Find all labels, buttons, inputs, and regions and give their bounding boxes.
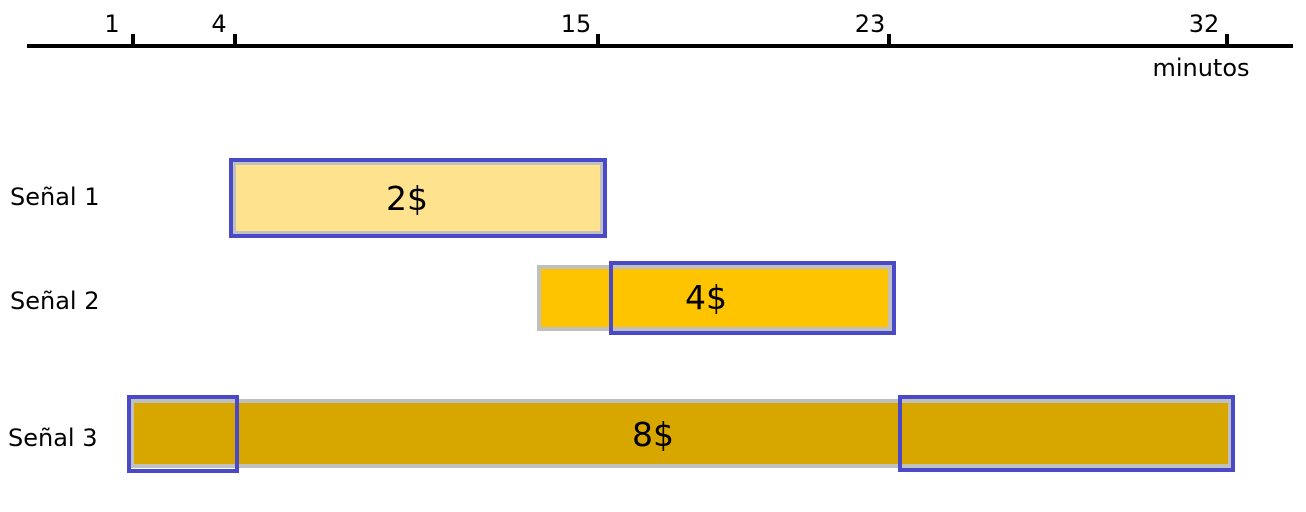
signal-1-bar [232,161,604,235]
tick-label-32: 32 [1189,10,1220,38]
tick-label-15: 15 [561,10,592,38]
signal-label-1: Señal 1 [10,183,99,211]
signal-1-price: 2$ [386,179,428,218]
tick-label-1: 1 [104,10,119,38]
signal-2-bar [537,265,892,331]
signal-2-active-window [609,261,896,335]
tick-label-4: 4 [211,10,226,38]
signal-3-active-window-end [898,395,1235,472]
signal-2-price: 4$ [685,278,727,317]
signal-1-active-window [229,158,607,238]
signal-label-2: Señal 2 [10,287,99,315]
time-axis: 1 4 15 23 32 minutos [27,10,1293,82]
axis-unit-label: minutos [1152,54,1249,82]
signal-row-2: Señal 2 4$ [10,261,896,335]
signal-3-price: 8$ [632,415,674,454]
signal-3-active-window-start [127,395,239,473]
signal-row-1: Señal 1 2$ [10,158,607,238]
signal-label-3: Señal 3 [8,424,97,452]
tick-label-23: 23 [855,10,886,38]
signal-row-3: Señal 3 8$ [8,395,1235,473]
signal-3-bar [130,399,1232,468]
